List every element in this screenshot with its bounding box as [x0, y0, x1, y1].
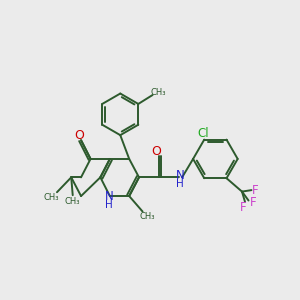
- Text: CH₃: CH₃: [151, 88, 166, 97]
- Text: H: H: [105, 200, 113, 210]
- Text: O: O: [152, 145, 161, 158]
- Text: CH₃: CH₃: [65, 196, 80, 206]
- Text: F: F: [252, 184, 259, 196]
- Text: Cl: Cl: [198, 127, 209, 140]
- Text: CH₃: CH₃: [139, 212, 155, 221]
- Text: H: H: [176, 179, 184, 190]
- Text: CH₃: CH₃: [43, 193, 59, 202]
- Text: F: F: [240, 201, 247, 214]
- Text: N: N: [176, 169, 185, 182]
- Text: O: O: [75, 129, 85, 142]
- Text: F: F: [249, 196, 256, 209]
- Text: N: N: [105, 190, 114, 202]
